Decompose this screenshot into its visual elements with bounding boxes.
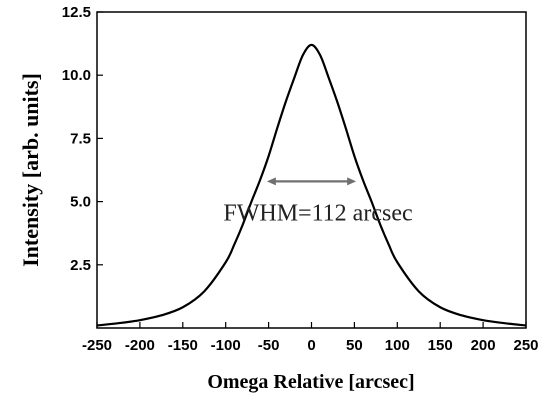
series-line: [96, 43, 527, 327]
x-tick-label: 200: [471, 337, 496, 354]
y-tick-label: 2.5: [70, 257, 91, 274]
x-tick-label: 100: [385, 337, 410, 354]
x-tick-label: 250: [513, 337, 538, 354]
y-axis-ticks: 2.5 5.0 7.5 10.0 12.5: [62, 4, 103, 274]
annotation-layer: FWHM=112 arcsec: [223, 177, 413, 226]
x-tick-label: 50: [346, 337, 363, 354]
y-tick-label: 7.5: [70, 130, 91, 147]
fwhm-arrow-head-right: [347, 177, 357, 186]
x-axis-title: Omega Relative [arcsec]: [207, 371, 414, 393]
x-tick-label: -200: [125, 337, 155, 354]
x-axis-ticks: -250 -200 -150 -100 -50 0 50 100 150 200 250: [82, 322, 539, 354]
x-tick-label: -250: [82, 337, 112, 354]
x-tick-label: -150: [168, 337, 198, 354]
fwhm-arrow-head-left: [266, 177, 276, 186]
series-layer: [96, 43, 527, 327]
fwhm-annotation-label: FWHM=112 arcsec: [223, 200, 412, 226]
x-tick-label: -50: [258, 337, 280, 354]
x-tick-label: -100: [211, 337, 241, 354]
x-tick-label: 0: [307, 337, 315, 354]
plot-frame: [96, 11, 527, 329]
y-axis-title: Intensity [arb. units]: [18, 73, 43, 267]
y-tick-label: 5.0: [70, 194, 91, 211]
y-tick-label: 12.5: [62, 4, 91, 21]
x-tick-label: 150: [428, 337, 453, 354]
y-tick-label: 10.0: [62, 67, 91, 84]
